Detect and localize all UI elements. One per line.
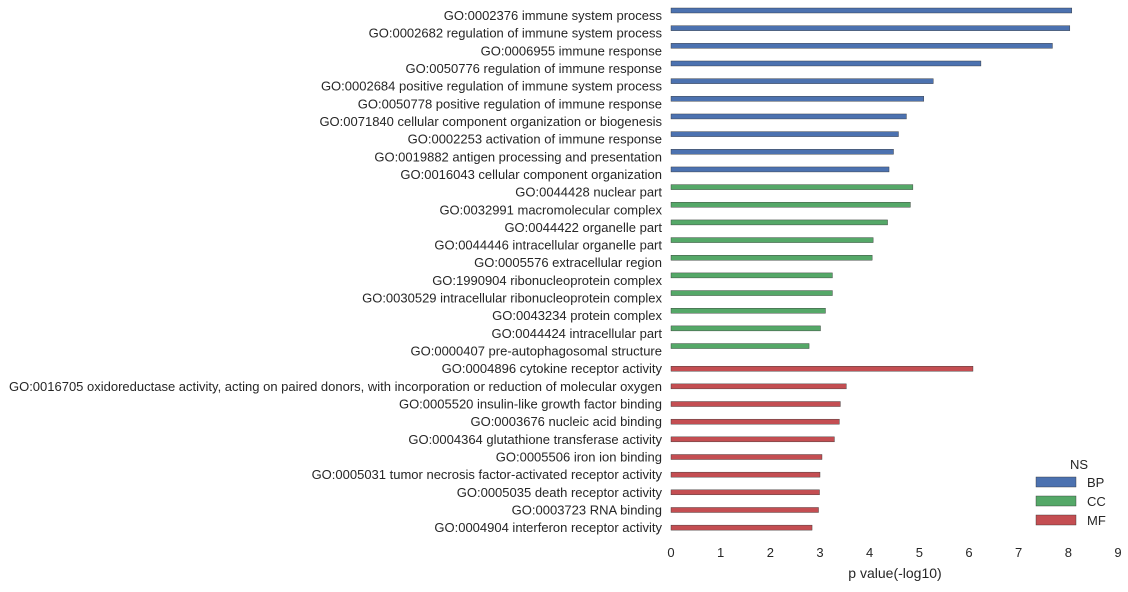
x-axis-label: p value(-log10) xyxy=(848,565,941,581)
bar-13 xyxy=(670,237,874,243)
y-tick-label-29: GO:0004904 interferon receptor activity xyxy=(434,520,662,535)
x-tick-label-1: 1 xyxy=(717,545,724,560)
y-tick-label-24: GO:0004364 glutathione transferase activ… xyxy=(408,432,662,447)
bar-3 xyxy=(670,60,982,67)
y-tick-labels: GO:0002376 immune system process GO:00026… xyxy=(9,8,663,535)
y-tick-label-16: GO:0030529 intracellular ribonucleoprote… xyxy=(362,291,662,306)
bar-7 xyxy=(670,131,899,137)
bar-6 xyxy=(670,113,907,120)
y-tick-label-5: GO:0050778 positive regulation of immune… xyxy=(358,96,662,111)
legend-swatch-bp xyxy=(1035,476,1077,488)
y-tick-label-23: GO:0003676 nucleic acid binding xyxy=(470,414,662,429)
x-tick-label-9: 9 xyxy=(1114,545,1121,560)
y-tick-label-22: GO:0005520 insulin-like growth factor bi… xyxy=(399,397,662,412)
legend-swatch-mf xyxy=(1035,514,1077,526)
x-tick-labels: 0 1 2 3 4 5 6 7 8 9 xyxy=(667,545,1121,560)
y-tick-label-18: GO:0044424 intracellular part xyxy=(491,326,662,341)
y-tick-label-14: GO:0005576 extracellular region xyxy=(474,255,662,270)
bar-12 xyxy=(670,219,888,226)
x-tick-label-0: 0 xyxy=(667,545,674,560)
bar-21 xyxy=(670,383,847,390)
y-tick-label-15: GO:1990904 ribonucleoprotein complex xyxy=(432,273,662,288)
bar-2 xyxy=(670,43,1053,49)
y-tick-label-0: GO:0002376 immune system process xyxy=(444,8,663,23)
bar-27 xyxy=(670,489,820,496)
legend: NS BP CC MF xyxy=(1035,457,1106,528)
bar-4 xyxy=(670,78,934,84)
bar-1 xyxy=(670,25,1071,31)
y-tick-label-3: GO:0050776 regulation of immune response xyxy=(405,61,662,76)
y-tick-label-20: GO:0004896 cytokine receptor activity xyxy=(442,361,663,376)
legend-label-mf: MF xyxy=(1087,513,1106,528)
y-tick-label-19: GO:0000407 pre-autophagosomal structure xyxy=(411,344,663,359)
y-tick-label-9: GO:0016043 cellular component organizati… xyxy=(400,167,662,182)
legend-swatch-cc xyxy=(1035,495,1077,507)
y-tick-label-21: GO:0016705 oxidoreductase activity, acti… xyxy=(9,379,662,394)
y-tick-label-17: GO:0043234 protein complex xyxy=(492,308,662,323)
x-tick-label-2: 2 xyxy=(767,545,774,560)
bar-10 xyxy=(670,184,914,190)
y-tick-label-12: GO:0044422 organelle part xyxy=(504,220,662,235)
x-tick-label-8: 8 xyxy=(1065,545,1072,560)
bar-15 xyxy=(670,272,833,279)
legend-label-cc: CC xyxy=(1087,494,1106,509)
y-tick-label-26: GO:0005031 tumor necrosis factor-activat… xyxy=(312,467,663,482)
legend-label-bp: BP xyxy=(1087,475,1104,490)
bar-23 xyxy=(670,418,840,425)
y-tick-label-8: GO:0019882 antigen processing and presen… xyxy=(374,149,662,164)
bar-16 xyxy=(670,290,833,296)
x-tick-label-6: 6 xyxy=(965,545,972,560)
x-tick-label-7: 7 xyxy=(1015,545,1022,560)
bar-24 xyxy=(670,436,835,443)
bars-layer xyxy=(670,7,1073,531)
x-tick-label-4: 4 xyxy=(866,545,873,560)
bar-22 xyxy=(670,401,841,407)
y-tick-label-10: GO:0044428 nuclear part xyxy=(515,185,662,200)
bar-20 xyxy=(670,366,974,372)
y-tick-label-25: GO:0005506 iron ion binding xyxy=(496,450,662,465)
bar-25 xyxy=(670,454,823,460)
y-tick-label-7: GO:0002253 activation of immune response xyxy=(408,132,662,147)
bar-9 xyxy=(670,166,890,173)
bar-18 xyxy=(670,325,821,332)
y-tick-label-6: GO:0071840 cellular component organizati… xyxy=(319,114,662,129)
legend-entries: BP CC MF xyxy=(1035,475,1106,528)
x-tick-label-5: 5 xyxy=(916,545,923,560)
bar-8 xyxy=(670,149,894,155)
y-tick-label-13: GO:0044446 intracellular organelle part xyxy=(434,238,662,253)
bar-11 xyxy=(670,202,911,208)
bar-26 xyxy=(670,471,821,478)
y-tick-label-27: GO:0005035 death receptor activity xyxy=(457,485,663,500)
y-tick-label-28: GO:0003723 RNA binding xyxy=(512,502,662,517)
legend-title: NS xyxy=(1070,457,1088,472)
bar-29 xyxy=(670,524,813,531)
bar-19 xyxy=(670,343,810,349)
x-tick-label-3: 3 xyxy=(816,545,823,560)
y-tick-label-4: GO:0002684 positive regulation of immune… xyxy=(321,79,663,94)
bar-5 xyxy=(670,96,925,102)
bar-17 xyxy=(670,308,826,314)
y-tick-label-1: GO:0002682 regulation of immune system p… xyxy=(369,26,663,41)
y-tick-label-2: GO:0006955 immune response xyxy=(481,43,662,58)
bar-0 xyxy=(670,7,1073,14)
y-tick-label-11: GO:0032991 macromolecular complex xyxy=(439,202,662,217)
bar-14 xyxy=(670,255,873,261)
bar-28 xyxy=(670,507,819,513)
